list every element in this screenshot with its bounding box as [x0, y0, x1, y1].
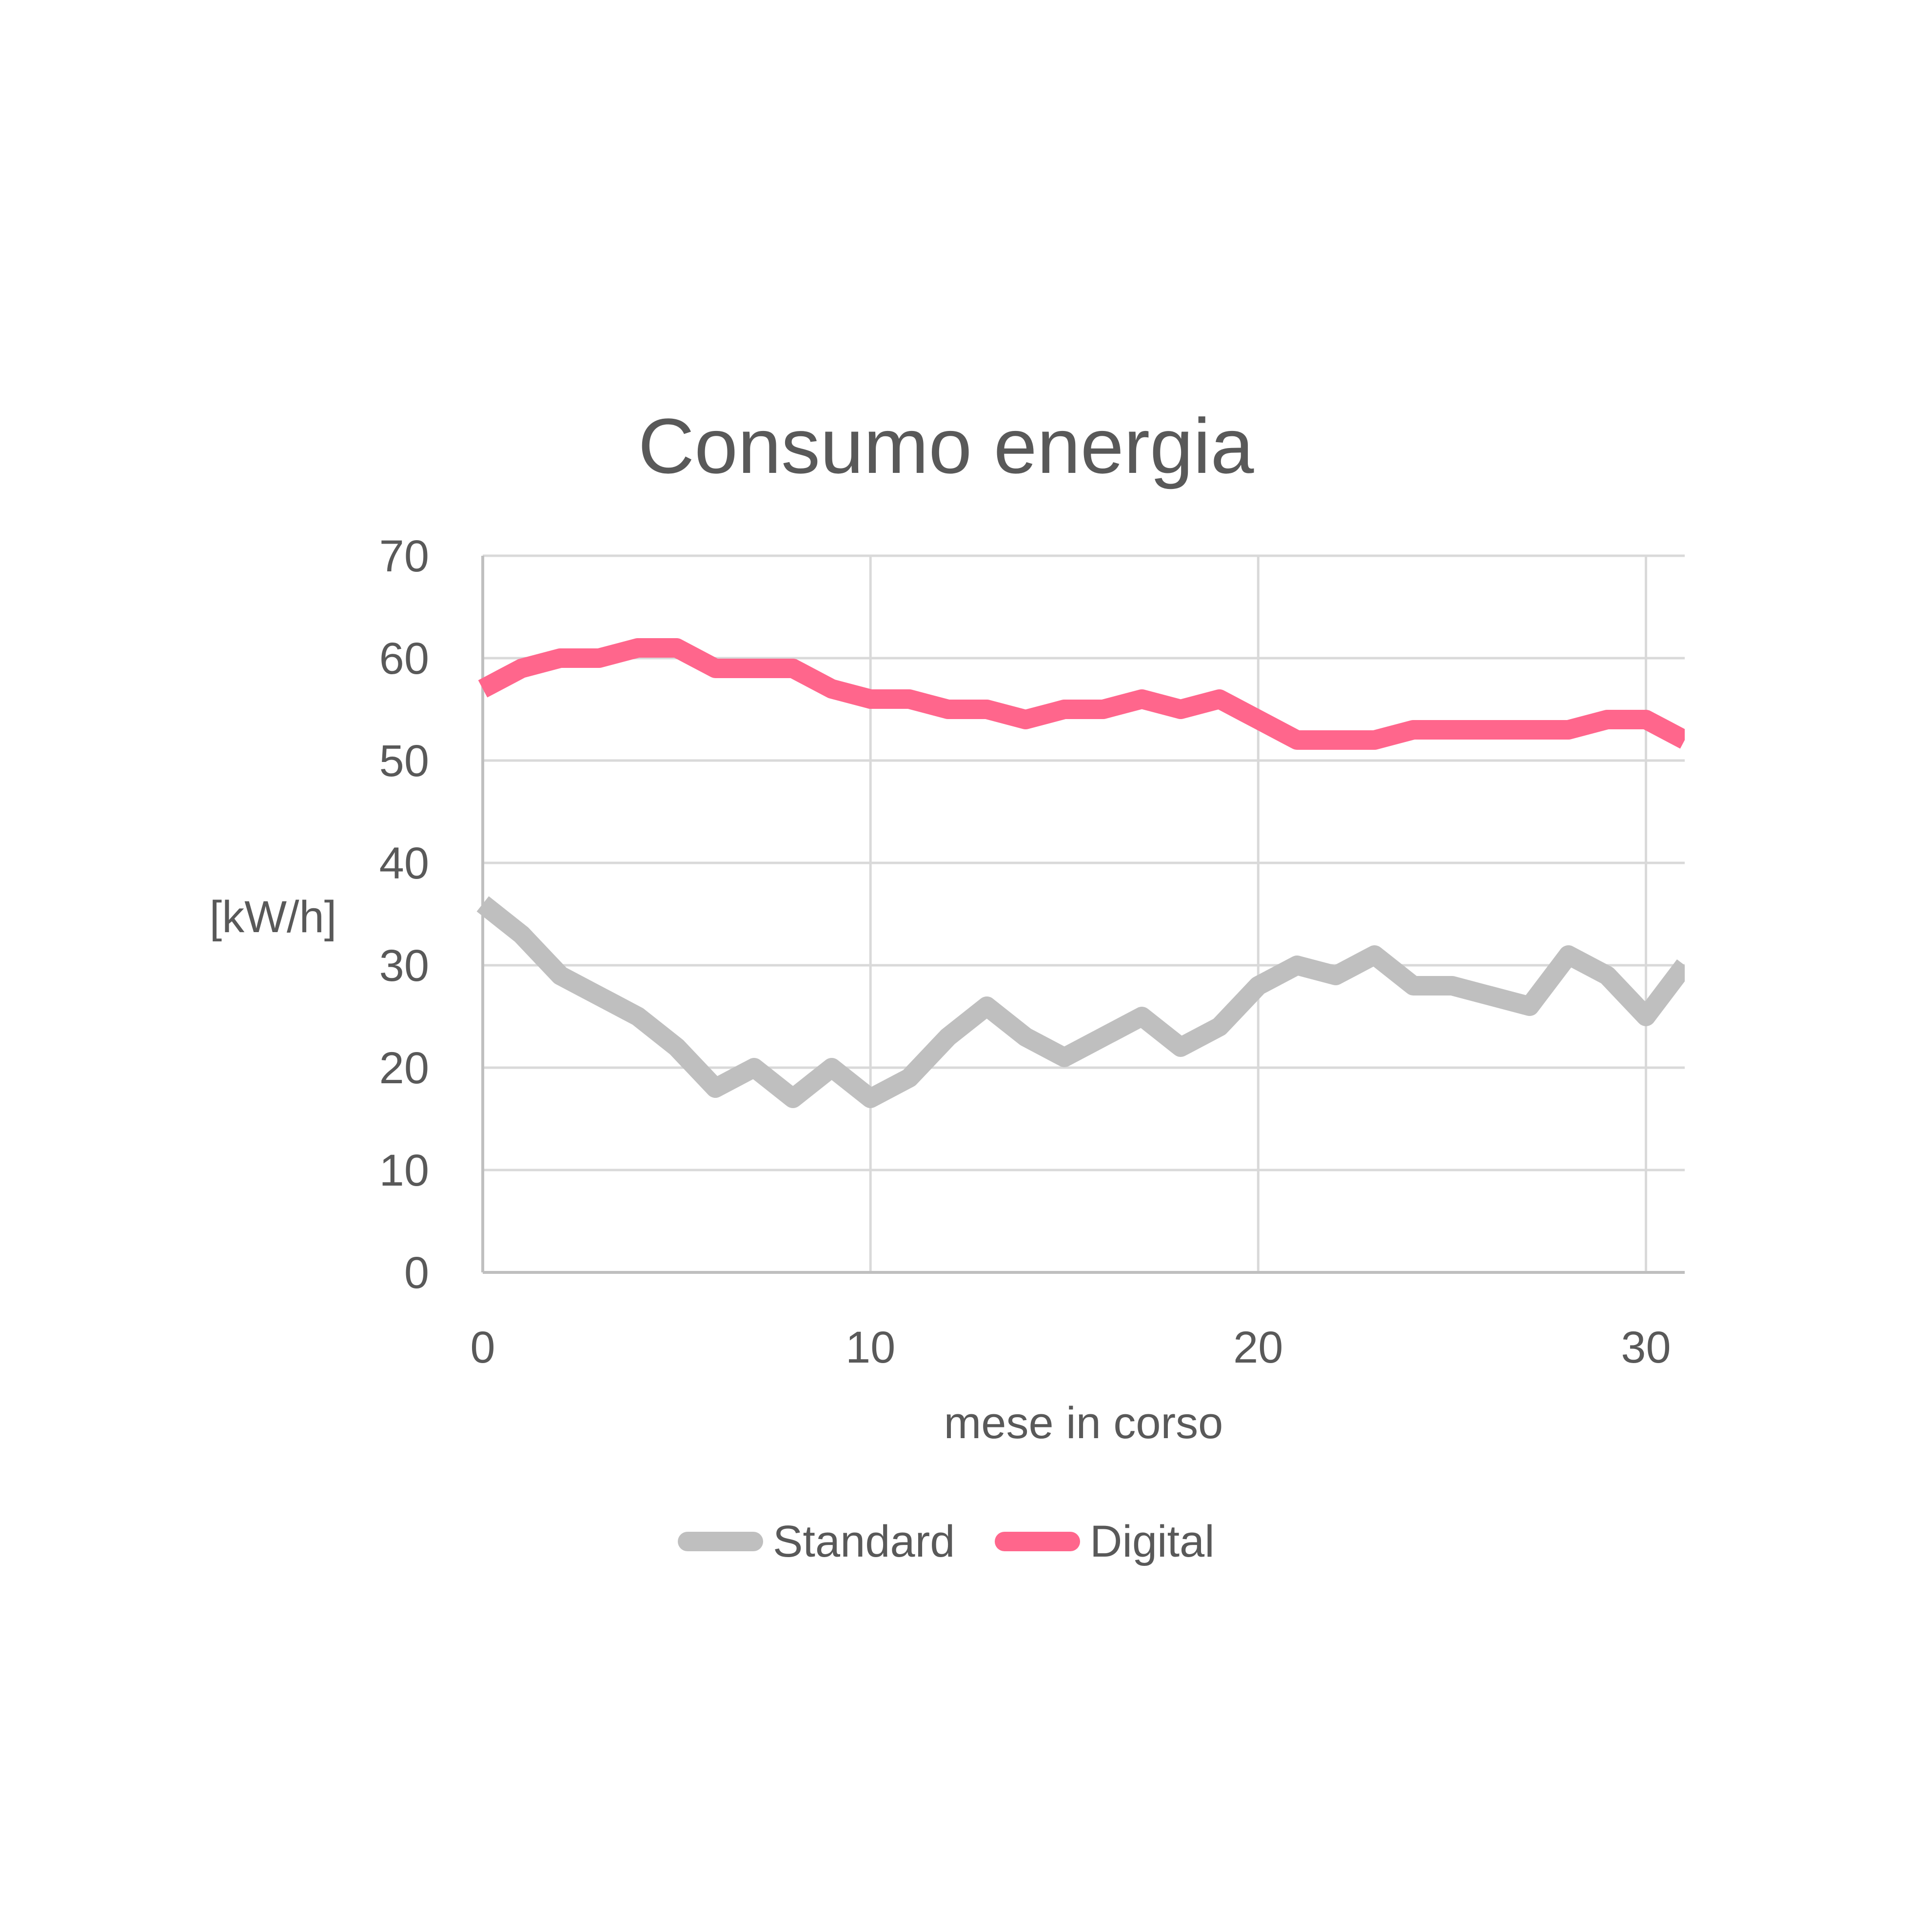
- x-tick-label: 30: [1621, 1323, 1671, 1372]
- y-tick-label: 70: [379, 531, 429, 581]
- series-lines: [476, 638, 1685, 1108]
- y-tick-label: 50: [379, 736, 429, 786]
- series-line-digital: [478, 638, 1685, 750]
- x-tick-label: 20: [1233, 1323, 1283, 1372]
- x-axis-title: mese in corso: [944, 1398, 1223, 1448]
- y-tick-label: 30: [379, 941, 429, 991]
- axes: [481, 556, 1685, 1274]
- y-tick-label: 0: [404, 1248, 429, 1298]
- legend: Standard Digital: [678, 1517, 1215, 1566]
- x-tick-label: 10: [846, 1323, 895, 1372]
- y-tick-label: 40: [379, 839, 429, 888]
- series-line-standard: [476, 896, 1685, 1108]
- y-tick-label: 10: [379, 1146, 429, 1195]
- tick-labels: 0 10 20 30 40 50 60 70 0 10 20 30: [379, 531, 1671, 1372]
- y-tick-label: 20: [379, 1043, 429, 1093]
- y-axis-title: [kW/h]: [210, 892, 337, 942]
- chart-title: Consumo energia: [638, 402, 1254, 489]
- gridlines: [483, 554, 1685, 1272]
- legend-label-digital: Digital: [1090, 1517, 1215, 1566]
- legend-label-standard: Standard: [773, 1517, 955, 1566]
- x-tick-label: 0: [470, 1323, 495, 1372]
- y-tick-label: 60: [379, 634, 429, 683]
